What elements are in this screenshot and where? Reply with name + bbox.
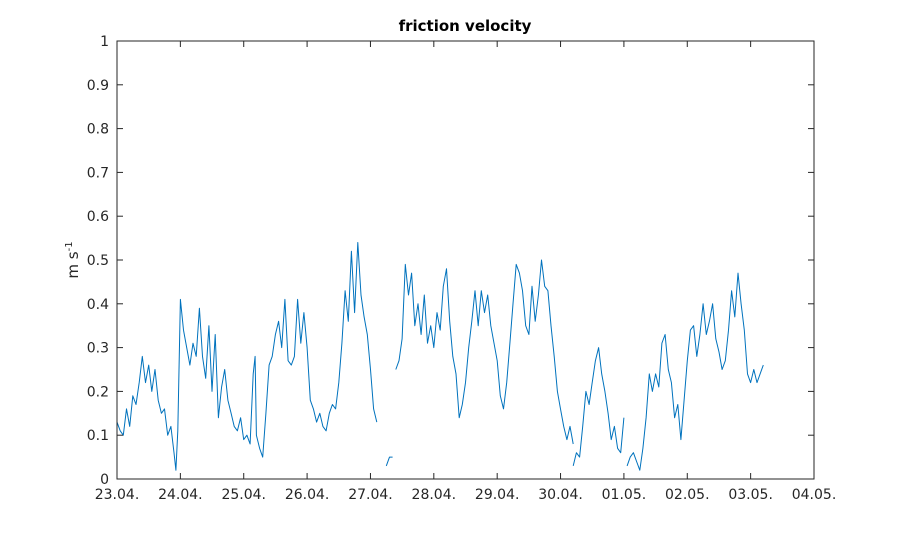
x-tick-label: 27.04.	[348, 487, 393, 503]
x-axis: 23.04. 24.04. 25.04. 26.04. 27.04. 28.04. 29.0…	[95, 41, 837, 503]
x-tick-label: 23.04.	[95, 487, 140, 503]
plot-area	[117, 41, 814, 479]
y-tick-label: 0.7	[87, 165, 109, 181]
x-tick-label: 29.04.	[475, 487, 520, 503]
friction-velocity-series-segment	[385, 456, 393, 467]
y-tick-label: 0.4	[87, 297, 109, 313]
x-tick-label: 28.04.	[412, 487, 457, 503]
series-layer	[116, 242, 764, 471]
x-tick-label: 03.05.	[728, 487, 773, 503]
y-tick-label: 0.9	[87, 78, 109, 94]
friction-velocity-series-segment	[626, 272, 764, 471]
y-tick-label: 0.2	[87, 384, 109, 400]
y-tick-label: 0.8	[87, 122, 109, 138]
x-tick-label: 01.05.	[602, 487, 647, 503]
y-axis-label-main: m s	[64, 251, 82, 278]
y-axis: 0 0.1 0.2 0.3 0.4 0.5 0.6 0.7 0.8 0.9 1	[87, 34, 814, 488]
x-tick-label: 26.04.	[285, 487, 330, 503]
x-tick-label: 02.05.	[665, 487, 710, 503]
y-tick-label: 0.1	[87, 428, 109, 444]
y-tick-label: 0.6	[87, 209, 109, 225]
y-tick-label: 1	[100, 34, 109, 50]
friction-velocity-series-segment	[572, 347, 625, 467]
friction-velocity-series-segment	[116, 242, 378, 471]
x-tick-label: 30.04.	[538, 487, 583, 503]
x-tick-label: 24.04.	[158, 487, 203, 503]
y-axis-label-exponent: -1	[64, 241, 75, 251]
chart-title: friction velocity	[399, 17, 532, 35]
y-axis-label: m s-1	[64, 241, 82, 278]
y-tick-label: 0	[100, 472, 109, 488]
y-tick-label: 0.3	[87, 341, 109, 357]
y-tick-label: 0.5	[87, 253, 109, 269]
x-tick-label: 04.05.	[792, 487, 837, 503]
x-tick-label: 25.04.	[221, 487, 266, 503]
friction-velocity-series-segment	[395, 259, 574, 445]
